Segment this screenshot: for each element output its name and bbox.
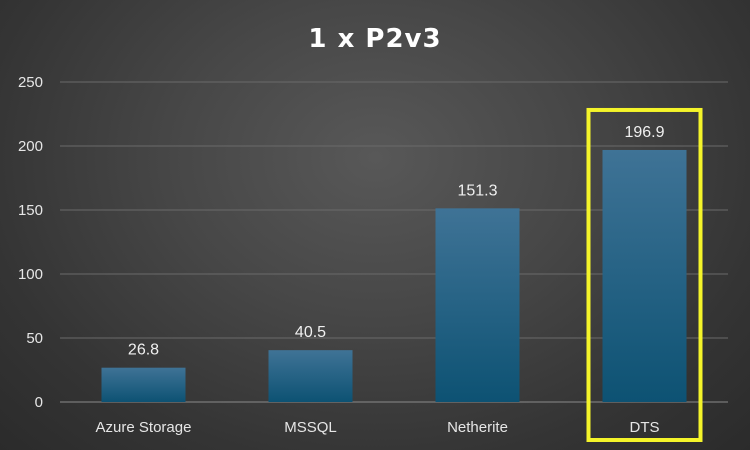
data-label: 151.3	[457, 182, 497, 199]
category-label: Azure Storage	[96, 419, 192, 436]
bar	[602, 149, 687, 402]
bar	[101, 367, 186, 402]
y-axis-tick-labels: 0 50 100 150 200 250	[18, 74, 43, 411]
y-tick-label: 100	[18, 266, 43, 283]
y-tick-label: 250	[18, 74, 43, 91]
bar	[268, 350, 353, 402]
bar	[435, 208, 520, 402]
highlight-box	[586, 107, 703, 443]
category-label: Netherite	[447, 419, 508, 436]
chart-title: 1 x P2v3	[308, 24, 441, 54]
category-label: DTS	[630, 419, 660, 436]
bars	[101, 149, 687, 402]
category-label: MSSQL	[284, 419, 337, 436]
y-tick-label: 0	[35, 394, 43, 411]
data-label: 40.5	[295, 324, 326, 341]
category-labels: Azure Storage MSSQL Netherite DTS	[96, 419, 660, 436]
y-tick-label: 150	[18, 202, 43, 219]
data-label: 196.9	[624, 124, 664, 141]
data-label: 26.8	[128, 342, 159, 359]
data-labels: 26.8 40.5 151.3 196.9	[128, 124, 665, 359]
y-tick-label: 200	[18, 138, 43, 155]
y-tick-label: 50	[26, 330, 43, 347]
